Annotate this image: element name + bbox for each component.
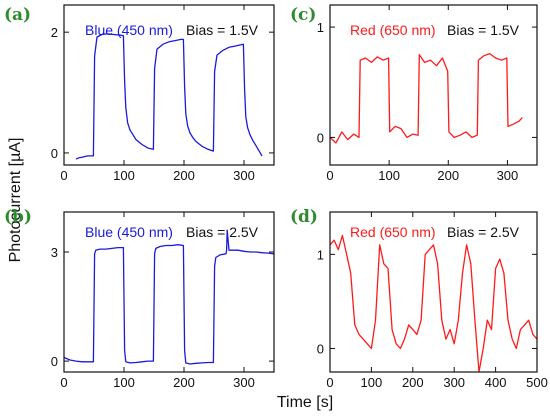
plot-frame [329,4,538,166]
x-tick-label: 200 [173,375,195,390]
x-axis-title: Time [s] [277,394,333,411]
y-tick-label: 3 [51,245,58,260]
panel-label: (a) [4,5,31,25]
series-line-1 [329,52,523,144]
y-tick-label: 0 [51,146,58,161]
chart-panel-2: 0 100 200 300 0 3 (b) Blue (450 nm) Bias = 2.5V [4,207,275,390]
series-line-1 [63,229,275,365]
y-tick-label: 0 [317,341,324,356]
bias-annotation: Bias = 2.5V [447,224,520,240]
x-tick-label: 200 [402,375,424,390]
x-tick-label: 100 [361,375,383,390]
series-line-1 [329,234,538,373]
x-tick-label: 100 [113,375,135,390]
x-tick-label: 300 [497,168,519,183]
x-tick-label: 300 [233,168,255,183]
wavelength-annotation: Blue (450 nm) [85,224,173,240]
x-tick-label: 100 [113,168,135,183]
y-tick-label: 1 [317,20,324,35]
x-tick-label: 500 [526,375,548,390]
wavelength-annotation: Red (650 nm) [350,224,436,240]
x-tick-label: 300 [443,375,465,390]
y-tick-label: 0 [317,130,324,145]
y-tick-label: 2 [51,25,58,40]
plot-frame [329,211,538,373]
x-tick-label: 300 [233,375,255,390]
x-tick-label: 400 [485,375,507,390]
plot-frame [63,4,275,166]
bias-annotation: Bias = 2.5V [186,224,259,240]
bias-annotation: Bias = 1.5V [447,22,520,38]
y-tick-label: 0 [51,354,58,369]
x-tick-label: 0 [326,168,333,183]
wavelength-annotation: Blue (450 nm) [85,22,173,38]
bias-annotation: Bias = 1.5V [186,22,259,38]
chart-panel-3: 0 100 200 300 0 1(c) Red (650 nm) Bias = 1.5V [290,4,538,183]
chart-panel-4: 0 100 200 300 400 500 0 1 (d) Red (650 nm) Bias = … [290,207,548,390]
y-axis-title: Photocurrent [µA] [7,138,24,263]
panel-label: (d) [290,207,318,227]
x-tick-label: 200 [437,168,459,183]
x-tick-label: 0 [60,375,67,390]
x-tick-label: 200 [173,168,195,183]
series-line-1 [75,33,263,160]
plot-frame [63,211,275,373]
x-tick-label: 0 [60,168,67,183]
x-tick-label: 0 [326,375,333,390]
chart-panel-1: 0 100 200 300 0 2 (a) Blue (450 nm) Bias = 1.5V [4,4,275,183]
x-tick-label: 100 [378,168,400,183]
panel-label: (b) [4,207,32,227]
y-tick-label: 1 [317,247,324,262]
panel-label: (c) [290,5,316,25]
wavelength-annotation: Red (650 nm) [350,22,436,38]
